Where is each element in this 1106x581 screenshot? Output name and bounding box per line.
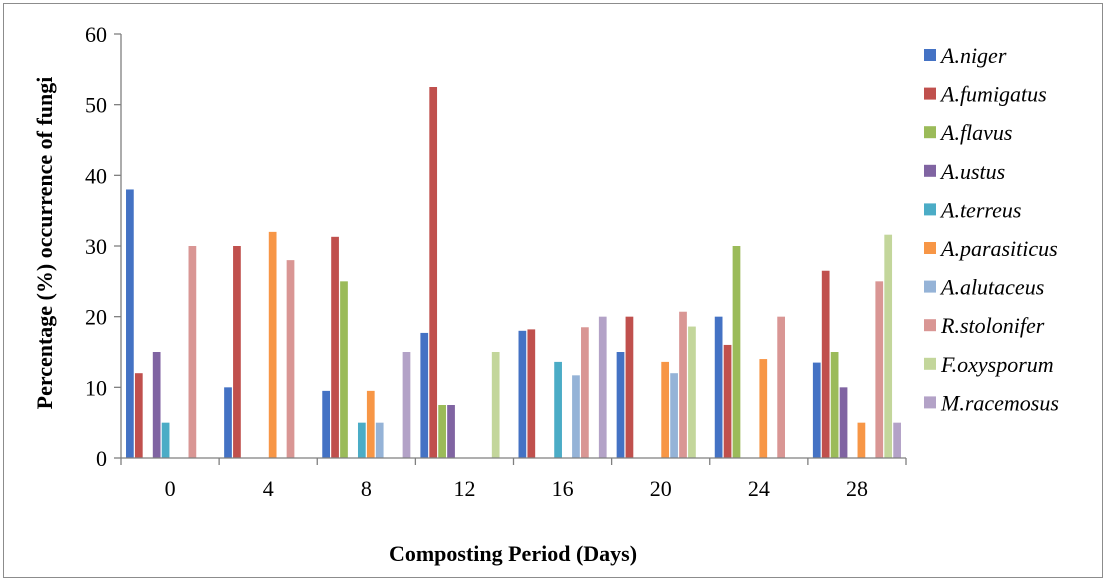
bar-a-ustus-28	[839, 387, 848, 458]
bar-a-flavus-28	[830, 352, 839, 458]
legend-label: A.terreus	[939, 197, 1021, 222]
y-tick-label: 10	[85, 375, 107, 400]
x-tick-label: 4	[263, 476, 274, 501]
chart-frame	[3, 3, 1103, 578]
legend-label: A.ustus	[939, 159, 1005, 184]
bars-layer	[126, 87, 901, 458]
y-tick-label: 50	[85, 93, 107, 118]
legend-swatch	[924, 164, 936, 177]
y-ticks: 0 10 20 30 40 50 60	[85, 22, 121, 471]
legend-swatch	[924, 126, 936, 139]
legend-item: A.flavus	[924, 120, 1013, 145]
legend-label: A.parasiticus	[939, 236, 1058, 261]
bar-m-racemosus-8	[402, 352, 411, 458]
legend-swatch	[924, 87, 936, 100]
bar-r-stolonifer-16	[581, 327, 589, 458]
legend-swatch	[924, 242, 936, 254]
x-tick-label: 28	[846, 476, 868, 501]
bar-a-fumigatus-12	[429, 87, 438, 458]
legend-item: F.oxysporum	[924, 352, 1054, 377]
y-tick-label: 60	[85, 22, 107, 47]
legend-swatch	[924, 280, 936, 293]
legend-item: A.niger	[924, 43, 1007, 68]
bar-a-niger-0	[126, 189, 134, 458]
bar-f-oxysporum-20	[688, 326, 696, 458]
bar-a-fumigatus-4	[233, 246, 241, 458]
bar-a-parasiticus-8	[366, 390, 375, 458]
bar-a-niger-16	[518, 330, 527, 458]
legend-item: A.terreus	[924, 197, 1021, 222]
bar-a-niger-28	[812, 362, 821, 458]
bar-a-terreus-16	[554, 361, 562, 458]
bar-a-ustus-12	[447, 405, 455, 458]
legend-label: A.niger	[939, 43, 1007, 68]
bar-a-terreus-0	[161, 422, 170, 458]
bar-a-flavus-12	[438, 405, 446, 458]
bar-a-fumigatus-8	[331, 236, 339, 458]
bar-a-fumigatus-20	[625, 316, 634, 458]
legend-label: A.flavus	[939, 120, 1013, 145]
bar-a-parasiticus-28	[857, 422, 866, 458]
bar-a-niger-20	[616, 352, 625, 458]
bar-a-flavus-8	[340, 281, 348, 458]
x-axis-title: Composting Period (Days)	[389, 541, 637, 566]
bar-a-fumigatus-0	[134, 373, 143, 458]
x-tick-label: 24	[748, 476, 770, 501]
bar-a-terreus-8	[357, 422, 366, 458]
y-tick-label: 0	[96, 446, 107, 471]
bar-a-ustus-0	[152, 352, 161, 458]
x-tick-label: 0	[165, 476, 176, 501]
bar-f-oxysporum-12	[491, 352, 500, 458]
legend-item: M.racemosus	[924, 390, 1059, 415]
legend: A.niger A.fumigatus A.flavus A.ustus A.terre…	[924, 43, 1059, 415]
bar-a-niger-12	[420, 332, 429, 458]
legend-label: A.fumigatus	[939, 82, 1047, 107]
bar-a-alutaceus-8	[375, 422, 384, 458]
bar-a-fumigatus-28	[821, 270, 830, 458]
bar-a-parasiticus-24	[759, 359, 768, 458]
legend-item: A.fumigatus	[924, 82, 1047, 107]
bar-m-racemosus-16	[598, 316, 607, 458]
legend-label: A.alutaceus	[939, 275, 1044, 300]
bar-a-alutaceus-16	[572, 375, 580, 458]
x-ticks: 0 4 8 12 16 20 24 28	[120, 458, 907, 501]
x-tick-label: 12	[453, 476, 475, 501]
legend-swatch	[924, 203, 936, 216]
y-tick-label: 40	[85, 163, 107, 188]
bar-a-parasiticus-20	[661, 361, 670, 458]
bar-a-niger-8	[322, 390, 330, 458]
bar-m-racemosus-28	[893, 422, 901, 458]
bar-r-stolonifer-24	[777, 316, 786, 458]
bar-a-niger-24	[714, 316, 723, 458]
legend-item: R.stolonifer	[924, 313, 1045, 338]
x-tick-label: 20	[650, 476, 672, 501]
bar-a-flavus-24	[732, 246, 741, 458]
y-tick-label: 30	[85, 234, 107, 259]
bar-f-oxysporum-28	[884, 234, 893, 458]
bar-r-stolonifer-28	[875, 281, 884, 458]
bar-a-fumigatus-16	[527, 329, 536, 458]
x-tick-label: 16	[552, 476, 574, 501]
legend-label: R.stolonifer	[940, 313, 1045, 338]
bar-a-parasiticus-4	[268, 231, 277, 458]
y-tick-label: 20	[85, 305, 107, 330]
legend-swatch	[924, 49, 936, 61]
legend-swatch	[924, 319, 936, 332]
bar-r-stolonifer-0	[188, 246, 197, 458]
legend-item: A.parasiticus	[924, 236, 1058, 261]
x-tick-label: 8	[361, 476, 372, 501]
y-axis-title: Percentage (%) occurrence of fungi	[32, 77, 57, 410]
bar-a-niger-4	[224, 387, 232, 458]
bar-a-fumigatus-24	[723, 344, 732, 458]
legend-swatch	[924, 357, 936, 370]
legend-item: A.alutaceus	[924, 275, 1044, 300]
legend-label: M.racemosus	[940, 390, 1059, 415]
legend-item: A.ustus	[924, 159, 1005, 184]
bar-r-stolonifer-20	[679, 311, 687, 458]
legend-label: F.oxysporum	[940, 352, 1054, 377]
bar-r-stolonifer-4	[286, 260, 295, 458]
legend-swatch	[924, 396, 936, 409]
bar-a-alutaceus-20	[670, 373, 678, 458]
